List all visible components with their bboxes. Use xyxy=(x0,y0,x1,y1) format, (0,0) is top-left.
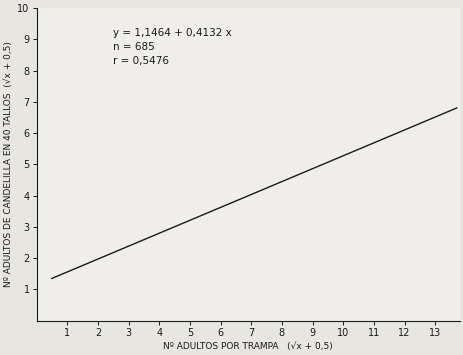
Text: y = 1,1464 + 0,4132 x
n = 685
r = 0,5476: y = 1,1464 + 0,4132 x n = 685 r = 0,5476 xyxy=(113,28,232,66)
X-axis label: Nº ADULTOS POR TRAMPA   (√x + 0,5): Nº ADULTOS POR TRAMPA (√x + 0,5) xyxy=(163,342,332,351)
Y-axis label: Nº ADULTOS DE CANDELILLA EN 40 TALLOS  (√x + 0,5): Nº ADULTOS DE CANDELILLA EN 40 TALLOS (√… xyxy=(4,42,13,288)
